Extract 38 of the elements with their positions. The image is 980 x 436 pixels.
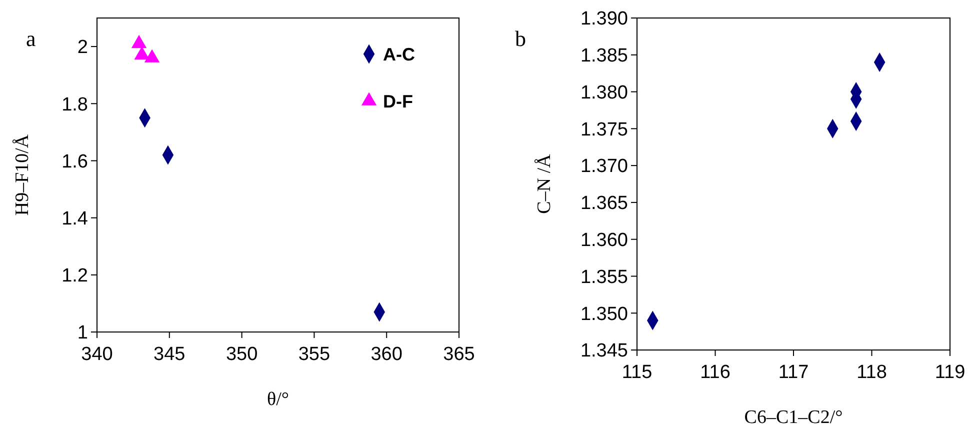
- x-axis-title: θ/°: [267, 389, 289, 410]
- y-tick-label: 1.8: [62, 94, 88, 116]
- x-tick-label: 116: [700, 362, 730, 383]
- legend-label: D-F: [383, 91, 413, 112]
- y-tick-label: 1.6: [62, 151, 88, 172]
- y-tick-label: 1.380: [580, 82, 628, 104]
- text: a: [26, 26, 36, 51]
- x-tick-label: 355: [298, 344, 330, 365]
- point: [134, 46, 150, 60]
- point: [144, 49, 160, 62]
- x-tick-label: 117: [778, 362, 809, 383]
- y-tick-label: 1.355: [580, 266, 628, 288]
- y-tick-label: 1.365: [580, 193, 628, 214]
- y-tick-label: 1.2: [62, 266, 88, 287]
- legend-label: A-C: [383, 44, 415, 64]
- x-tick-label: 119: [934, 362, 966, 383]
- y-axis-title: H9–F10/Å: [12, 134, 33, 216]
- y-tick-label: 2: [77, 37, 88, 58]
- y-tick-label: 1.350: [580, 304, 628, 325]
- x-tick-label: 360: [370, 344, 402, 365]
- y-tick-label: 1.4: [62, 208, 88, 230]
- x-tick-label: 340: [81, 344, 113, 365]
- y-tick-label: 1.390: [580, 8, 628, 30]
- y-tick-label: 1.345: [580, 340, 628, 362]
- x-axis-title: C6–C1–C2/°: [744, 407, 843, 428]
- y-tick-label: 1.360: [580, 230, 628, 251]
- x-tick-label: 118: [856, 362, 887, 383]
- text: b: [515, 26, 526, 51]
- y-tick-label: 1.375: [580, 119, 628, 140]
- y-tick-label: 1.370: [580, 156, 628, 178]
- y-axis-title: C–N /Å: [534, 154, 555, 214]
- y-tick-label: 1: [77, 322, 88, 344]
- x-tick-label: 115: [622, 362, 652, 383]
- x-tick-label: 350: [226, 344, 258, 365]
- x-tick-label: 365: [443, 344, 475, 365]
- x-tick-label: 345: [154, 344, 186, 365]
- y-tick-label: 1.385: [580, 46, 628, 67]
- point: [131, 34, 147, 48]
